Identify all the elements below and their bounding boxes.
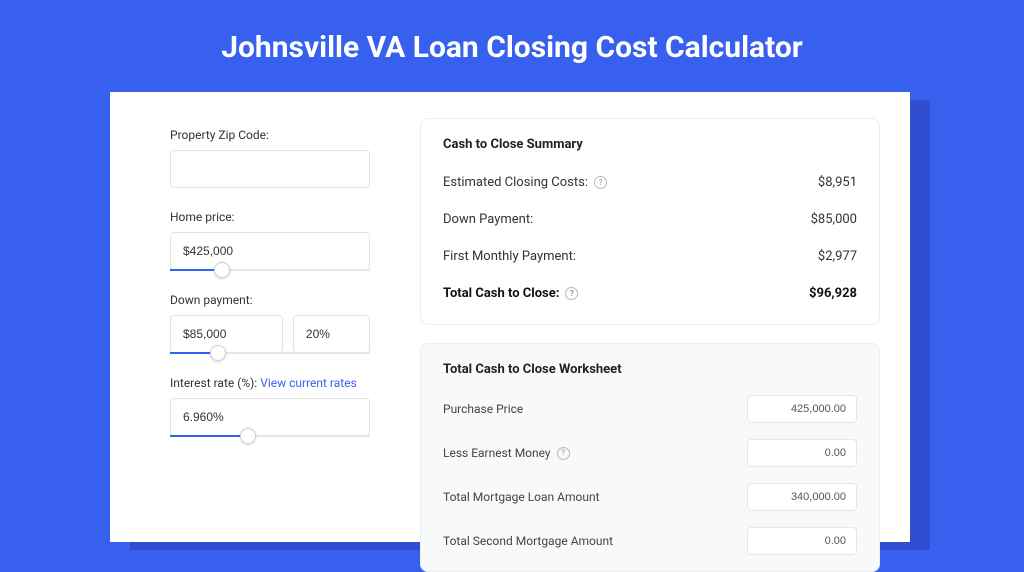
summary-row-label: Down Payment: (443, 212, 533, 227)
view-rates-link[interactable]: View current rates (260, 376, 357, 390)
interest-rate-input[interactable] (170, 398, 370, 436)
zip-label: Property Zip Code: (170, 128, 370, 142)
summary-row-value: $2,977 (818, 249, 857, 264)
summary-total-row: Total Cash to Close: ? $96,928 (443, 279, 857, 316)
slider-fill (170, 352, 210, 354)
down-payment-slider[interactable] (170, 352, 370, 354)
worksheet-card: Total Cash to Close Worksheet Purchase P… (420, 343, 880, 572)
zip-input[interactable] (170, 150, 370, 188)
summary-row: Estimated Closing Costs: ? $8,951 (443, 168, 857, 205)
slider-thumb[interactable] (210, 345, 226, 361)
slider-thumb[interactable] (240, 428, 256, 444)
worksheet-row-input[interactable] (747, 395, 857, 423)
inputs-column: Property Zip Code: Home price: Down paym… (110, 92, 390, 542)
slider-fill (170, 435, 240, 437)
summary-row-value: $85,000 (811, 212, 857, 227)
zip-field: Property Zip Code: (170, 128, 370, 188)
worksheet-row-input[interactable] (747, 483, 857, 511)
summary-total-label: Total Cash to Close: (443, 286, 559, 301)
worksheet-row: Purchase Price (443, 395, 857, 423)
summary-row-label: First Monthly Payment: (443, 249, 576, 264)
home-price-input[interactable] (170, 232, 370, 270)
summary-card: Cash to Close Summary Estimated Closing … (420, 118, 880, 325)
summary-row-label: Estimated Closing Costs: (443, 175, 588, 190)
help-icon[interactable]: ? (565, 287, 578, 300)
down-payment-label: Down payment: (170, 293, 370, 307)
down-payment-amount-input[interactable] (170, 315, 283, 353)
home-price-slider[interactable] (170, 269, 370, 271)
summary-row: Down Payment: $85,000 (443, 205, 857, 242)
calculator-card: Property Zip Code: Home price: Down paym… (110, 92, 910, 542)
down-payment-field: Down payment: (170, 293, 370, 354)
down-payment-percent-input[interactable] (293, 315, 370, 353)
slider-fill (170, 269, 214, 271)
summary-row-value: $8,951 (818, 175, 857, 190)
worksheet-row: Total Mortgage Loan Amount (443, 483, 857, 511)
help-icon[interactable]: ? (594, 176, 607, 189)
summary-row: First Monthly Payment: $2,977 (443, 242, 857, 279)
summary-title: Cash to Close Summary (443, 137, 857, 152)
home-price-label: Home price: (170, 210, 370, 224)
worksheet-row: Less Earnest Money ? (443, 439, 857, 467)
interest-rate-field: Interest rate (%): View current rates (170, 376, 370, 437)
worksheet-row: Total Second Mortgage Amount (443, 527, 857, 555)
results-column: Cash to Close Summary Estimated Closing … (390, 92, 910, 542)
help-icon[interactable]: ? (557, 447, 570, 460)
worksheet-row-input[interactable] (747, 439, 857, 467)
worksheet-row-label: Less Earnest Money (443, 446, 551, 460)
worksheet-row-label: Purchase Price (443, 402, 523, 416)
summary-total-value: $96,928 (809, 286, 857, 301)
interest-rate-label: Interest rate (%): View current rates (170, 376, 370, 390)
worksheet-title: Total Cash to Close Worksheet (443, 362, 857, 377)
interest-rate-label-text: Interest rate (%): (170, 376, 257, 390)
worksheet-row-label: Total Second Mortgage Amount (443, 534, 613, 548)
worksheet-row-label: Total Mortgage Loan Amount (443, 490, 600, 504)
interest-rate-slider[interactable] (170, 435, 370, 437)
slider-thumb[interactable] (214, 262, 230, 278)
home-price-field: Home price: (170, 210, 370, 271)
page-title: Johnsville VA Loan Closing Cost Calculat… (0, 0, 1024, 89)
worksheet-row-input[interactable] (747, 527, 857, 555)
